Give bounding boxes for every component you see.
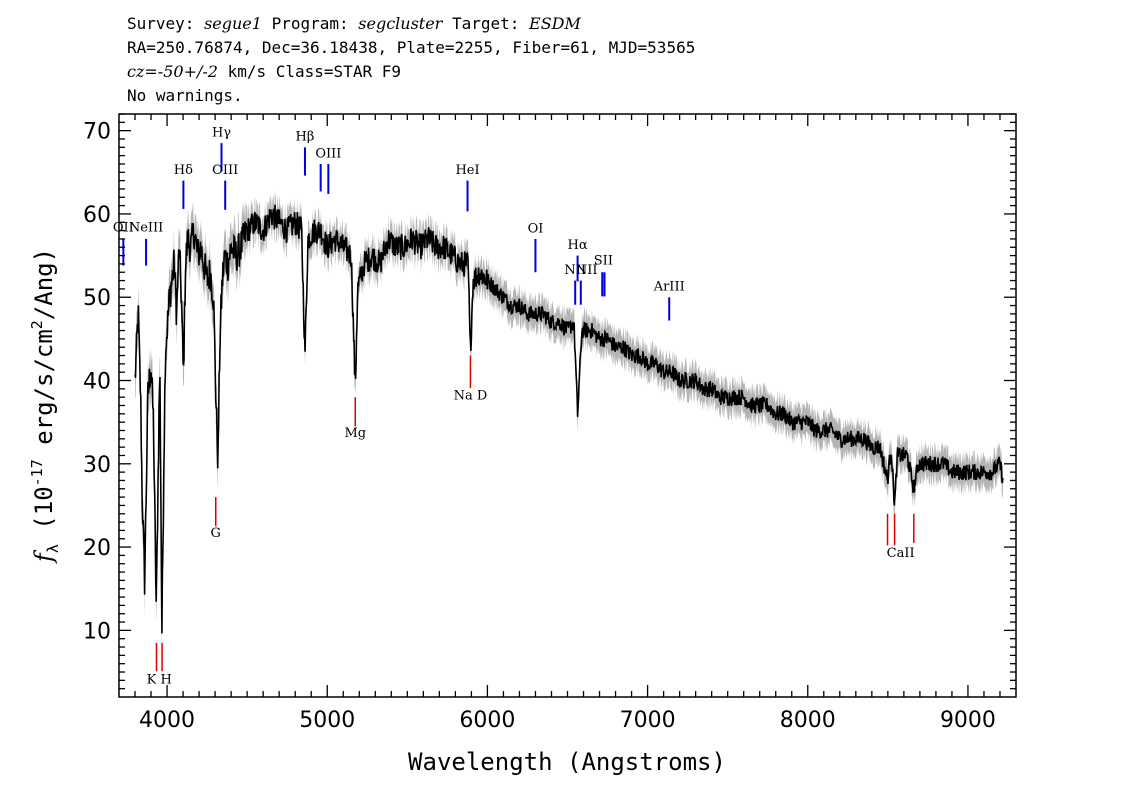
emission-line-label: NII [576, 263, 598, 278]
flux-line [134, 204, 1004, 634]
emission-line-label: OI [528, 221, 544, 236]
y-tick-label: 10 [83, 619, 111, 644]
plot-frame [118, 113, 1017, 698]
absorption-line-label: G [211, 526, 221, 541]
absorption-line-markers: K H G Mg Na D CaII [147, 355, 915, 688]
emission-line-label: HeI [455, 163, 479, 178]
absorption-line-label: Na D [454, 389, 488, 404]
x-tick-label: 6000 [459, 708, 515, 733]
emission-line-label: Hα [568, 238, 588, 253]
x-tick-label: 4000 [139, 708, 195, 733]
flux-error-area [135, 189, 1003, 655]
x-tick-label: 8000 [780, 708, 836, 733]
header-line-4: No warnings. [127, 86, 243, 105]
header-line-2: RA=250.76874, Dec=36.18438, Plate=2255, … [127, 38, 695, 57]
emission-line-label: ArIII [653, 280, 685, 295]
y-tick-label: 50 [83, 286, 111, 311]
emission-line-label: Hβ [296, 130, 315, 145]
y-tick-label: 20 [83, 536, 111, 561]
emission-line-label: Hδ [174, 163, 193, 178]
x-tick-label: 7000 [620, 708, 676, 733]
chart-header: Survey: segue1 Program: segcluster Targe… [127, 14, 695, 105]
x-tick-label: 9000 [940, 708, 996, 733]
x-axis-title: Wavelength (Angstroms) [408, 748, 726, 776]
y-tick-label: 60 [83, 203, 111, 228]
absorption-line-label: K H [147, 673, 172, 688]
axis-ticks: 4000 5000 6000 7000 8000 9000 10 20 30 40 50 60 70 [83, 113, 1016, 733]
y-tick-label: 40 [83, 370, 111, 395]
emission-line-label: OII [113, 220, 134, 235]
x-tick-label: 5000 [299, 708, 355, 733]
absorption-line-label: CaII [887, 546, 915, 561]
emission-line-markers: OIINeIIIHδHγOIIIHβOIIIHeIOINIIHαNIISIIAr… [113, 125, 685, 321]
header-line-1: Survey: segue1 Program: segcluster Targe… [127, 14, 582, 33]
emission-line-label: NeIII [129, 220, 163, 235]
y-tick-label: 70 [83, 120, 111, 145]
header-line-3: cz=-50+/-2 km/s Class=STAR F9 [127, 62, 401, 81]
y-axis-title: fλ (10-17 erg/s/cm2/Ang) [28, 248, 62, 564]
flux-error-band [135, 189, 1003, 655]
emission-line-label: OIII [315, 146, 341, 161]
flux-series [134, 204, 1004, 634]
y-tick-label: 30 [83, 453, 111, 478]
emission-line-label: Hγ [212, 125, 231, 140]
emission-line-label: NII [564, 263, 586, 278]
absorption-line-label: Mg [344, 426, 366, 441]
emission-line-label: OIII [212, 163, 238, 178]
emission-line-label: SII [594, 254, 613, 269]
